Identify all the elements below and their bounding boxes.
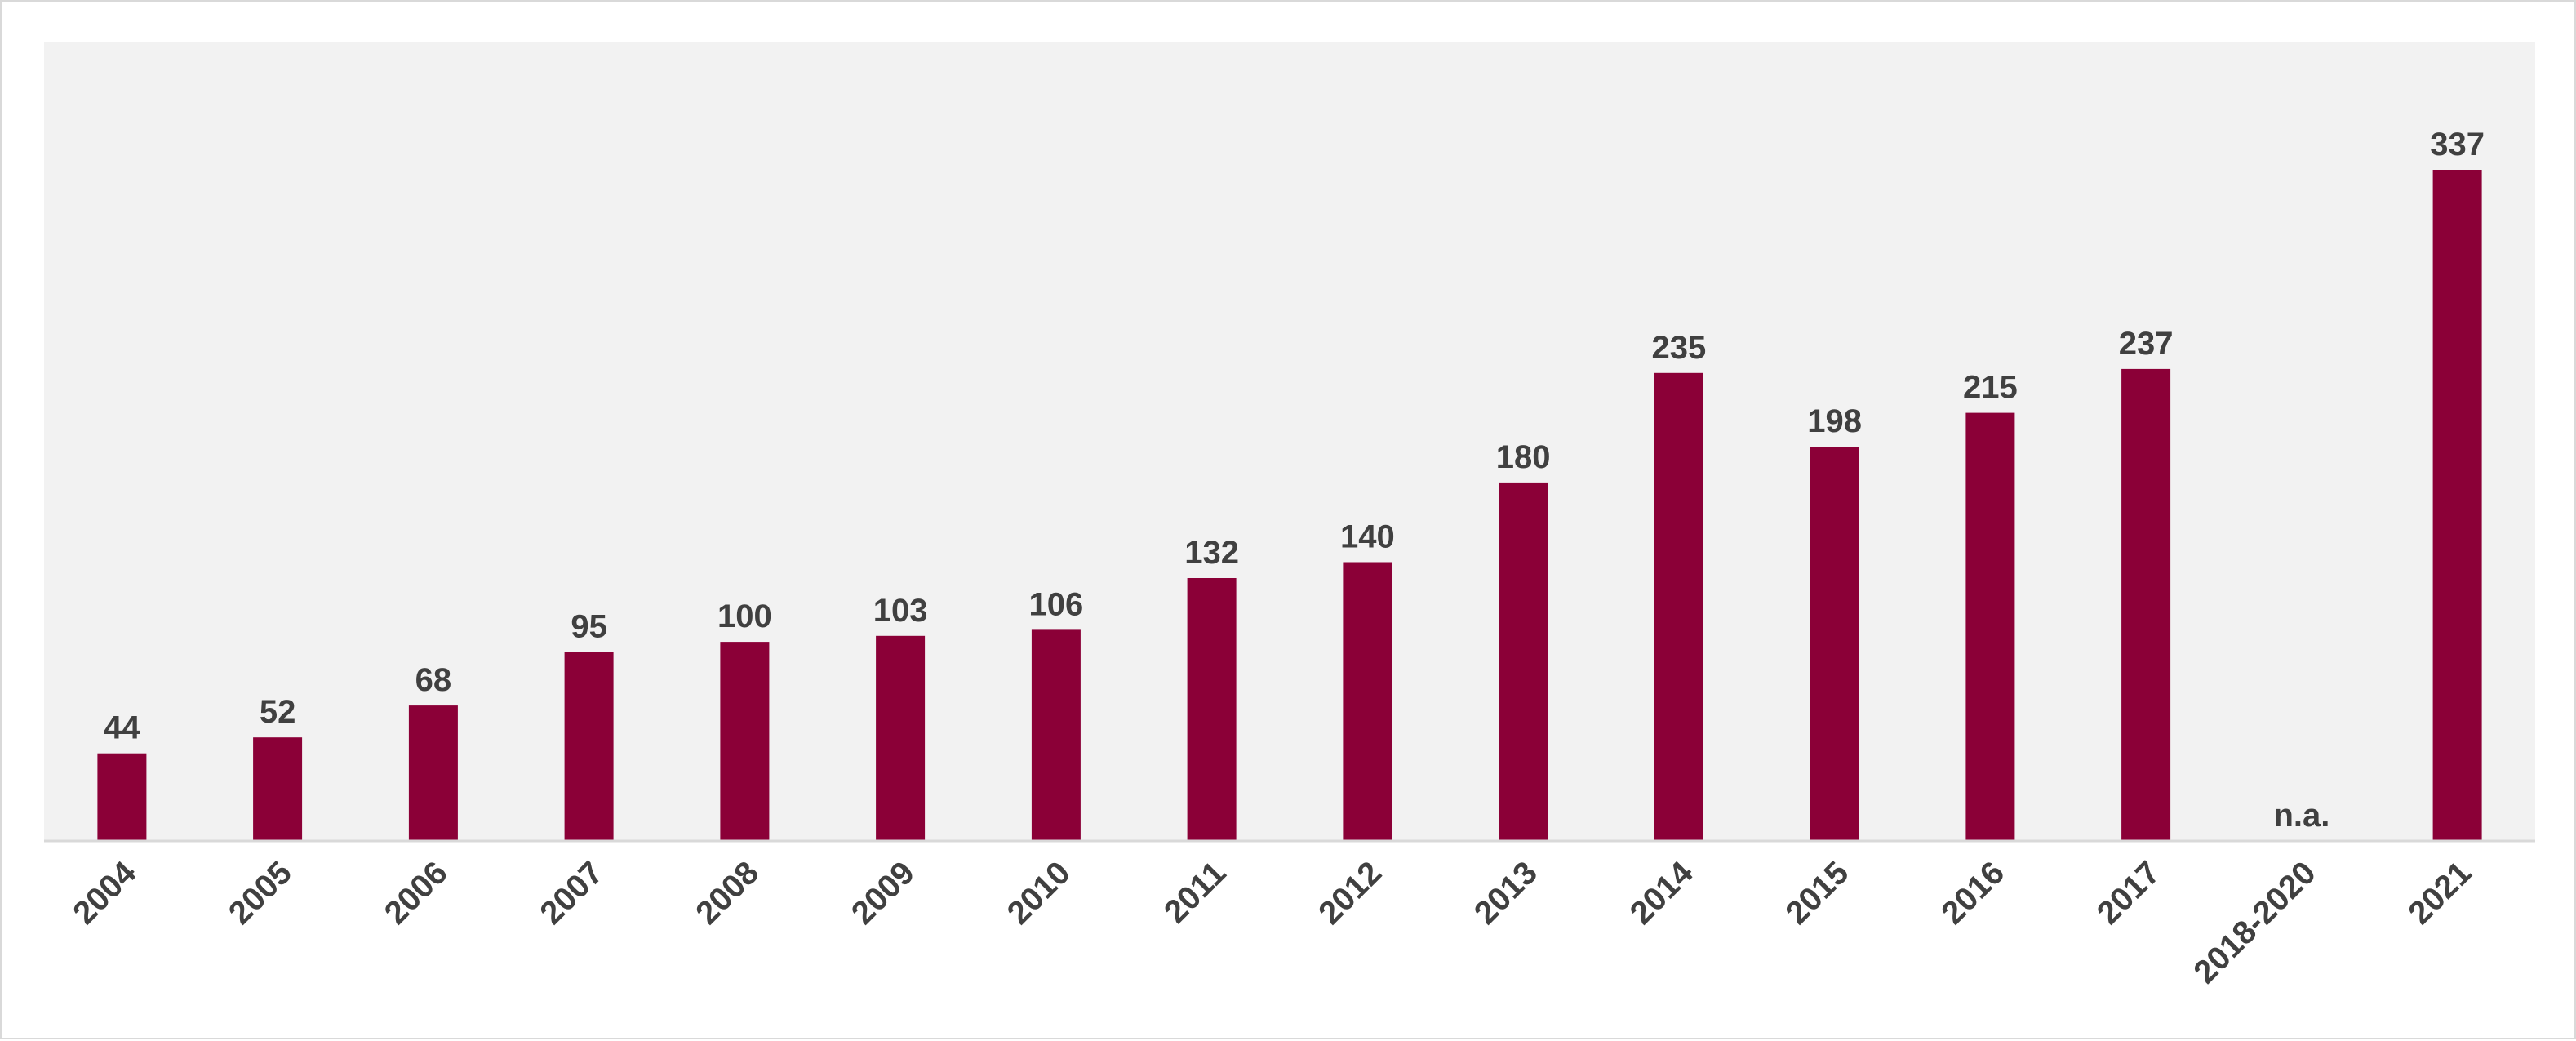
bar-2009 <box>876 635 926 841</box>
data-label-2017: 237 <box>2119 326 2174 362</box>
bar-2013 <box>1499 482 1548 841</box>
data-label-2004: 44 <box>104 710 140 746</box>
x-tick-label-2012: 2012 <box>1312 855 1388 932</box>
data-label-2006: 68 <box>415 662 452 698</box>
x-tick-label-2011: 2011 <box>1157 855 1232 930</box>
x-tick-label-2009: 2009 <box>845 855 922 932</box>
data-label-2007: 95 <box>571 608 607 644</box>
data-label-2012: 140 <box>1340 519 1395 555</box>
data-label-2011: 132 <box>1184 535 1239 571</box>
plot-area <box>44 42 2535 841</box>
bar-2016 <box>1965 412 2015 842</box>
data-label-2005: 52 <box>260 694 296 730</box>
x-tick-label-2017: 2017 <box>2090 855 2167 932</box>
bar-2021 <box>2432 170 2482 841</box>
bar-2014 <box>1654 372 1703 841</box>
x-tick-label-2014: 2014 <box>1623 854 1701 932</box>
bars-group <box>97 170 2482 842</box>
bar-2012 <box>1343 562 1392 841</box>
bar-2006 <box>408 705 458 841</box>
x-tick-label-2013: 2013 <box>1468 855 1544 932</box>
bar-2015 <box>1810 447 1859 841</box>
data-label-2021: 337 <box>2430 127 2485 162</box>
x-tick-label-2010: 2010 <box>1001 855 1077 932</box>
data-label-2015: 198 <box>1807 403 1862 439</box>
bar-2010 <box>1031 629 1081 841</box>
x-tick-labels-group: 2004 2005 2006 2007 2008 2009 2010 2011 2012 2013… <box>66 854 2478 990</box>
data-label-2014: 235 <box>1652 330 1707 366</box>
x-tick-label-2008: 2008 <box>689 855 766 932</box>
bar-2011 <box>1187 578 1237 841</box>
x-tick-label-2018-2020: 2018-2020 <box>2187 855 2322 990</box>
x-tick-label-2016: 2016 <box>1934 855 2011 932</box>
data-label-2018-2020: n.a. <box>2273 798 2330 834</box>
data-label-2008: 100 <box>717 598 772 634</box>
x-tick-label-2004: 2004 <box>66 854 144 932</box>
x-tick-label-2006: 2006 <box>378 855 455 932</box>
bar-2017 <box>2121 368 2171 841</box>
data-labels-group: 44 52 68 95 100 103 106 132 140 180 235 198 215 237 n.… <box>104 127 2485 834</box>
x-tick-label-2021: 2021 <box>2401 855 2478 932</box>
data-label-2009: 103 <box>873 593 928 629</box>
bar-2008 <box>720 642 770 841</box>
x-tick-label-2015: 2015 <box>1779 855 1855 932</box>
bar-2007 <box>564 652 614 841</box>
bar-2005 <box>253 737 303 841</box>
x-tick-label-2007: 2007 <box>533 855 610 932</box>
bar-2004 <box>97 753 147 841</box>
x-tick-label-2005: 2005 <box>222 855 299 932</box>
data-label-2013: 180 <box>1496 439 1551 475</box>
data-label-2010: 106 <box>1029 586 1084 622</box>
data-label-2016: 215 <box>1963 370 2018 406</box>
